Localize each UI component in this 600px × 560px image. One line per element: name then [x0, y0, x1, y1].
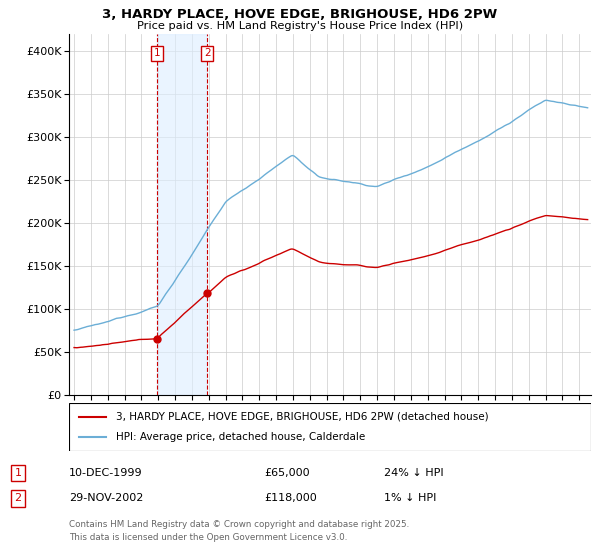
Text: 1: 1 — [14, 468, 22, 478]
Text: 10-DEC-1999: 10-DEC-1999 — [69, 468, 143, 478]
Text: 3, HARDY PLACE, HOVE EDGE, BRIGHOUSE, HD6 2PW: 3, HARDY PLACE, HOVE EDGE, BRIGHOUSE, HD… — [103, 8, 497, 21]
Text: 2: 2 — [14, 493, 22, 503]
Text: Contains HM Land Registry data © Crown copyright and database right 2025.: Contains HM Land Registry data © Crown c… — [69, 520, 409, 529]
Text: 29-NOV-2002: 29-NOV-2002 — [69, 493, 143, 503]
Text: HPI: Average price, detached house, Calderdale: HPI: Average price, detached house, Cald… — [116, 432, 365, 442]
Text: 2: 2 — [204, 49, 211, 58]
Text: 1: 1 — [154, 49, 161, 58]
Text: 1% ↓ HPI: 1% ↓ HPI — [384, 493, 436, 503]
Text: £118,000: £118,000 — [264, 493, 317, 503]
Text: This data is licensed under the Open Government Licence v3.0.: This data is licensed under the Open Gov… — [69, 533, 347, 542]
Text: Price paid vs. HM Land Registry's House Price Index (HPI): Price paid vs. HM Land Registry's House … — [137, 21, 463, 31]
Text: 3, HARDY PLACE, HOVE EDGE, BRIGHOUSE, HD6 2PW (detached house): 3, HARDY PLACE, HOVE EDGE, BRIGHOUSE, HD… — [116, 412, 488, 422]
Text: 24% ↓ HPI: 24% ↓ HPI — [384, 468, 443, 478]
Text: £65,000: £65,000 — [264, 468, 310, 478]
